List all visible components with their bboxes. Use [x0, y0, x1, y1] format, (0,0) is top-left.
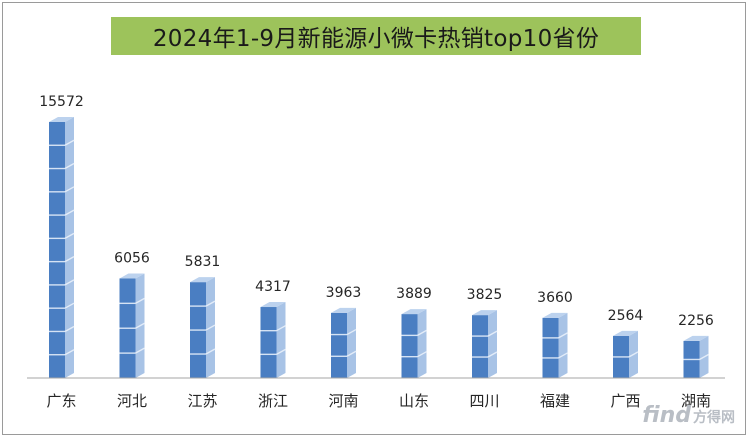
cube-seam: [64, 279, 75, 286]
data-label: 6056: [114, 250, 150, 266]
cube-seam: [628, 351, 639, 358]
bar-front-face: [49, 122, 65, 378]
cube-seam: [64, 302, 75, 309]
bar-1: [49, 117, 75, 378]
watermark-text: 方得网: [693, 410, 735, 426]
bar-side-face: [276, 302, 286, 378]
bar-front-face: [260, 307, 277, 378]
category-label: 四川: [469, 392, 499, 410]
data-label: 3660: [537, 290, 573, 306]
category-label: 山东: [399, 392, 429, 410]
data-label: 2564: [608, 308, 644, 324]
cube-seam: [276, 348, 286, 355]
cube-seam: [64, 325, 75, 333]
bar-side-face: [65, 117, 74, 378]
bars-layer: [49, 117, 709, 378]
cube-seam: [135, 322, 145, 329]
chart-title-banner: 2024年1-9月新能源小微卡热销top10省份: [111, 17, 641, 55]
cube-seam: [276, 325, 286, 332]
data-label: 3889: [396, 286, 432, 302]
cube-seam: [346, 350, 357, 357]
watermark-logo: find: [642, 403, 691, 428]
category-label: 浙江: [258, 392, 288, 410]
cube-seam: [64, 256, 75, 263]
data-label: 4317: [255, 279, 291, 295]
cube-seam: [64, 232, 75, 239]
cube-seam: [135, 347, 145, 354]
bar-front-face: [331, 312, 347, 378]
cube-seam: [205, 348, 216, 355]
data-label: 15572: [39, 94, 84, 110]
bar-top-face: [683, 335, 709, 341]
bar-side-face: [347, 307, 356, 378]
cube-seam: [346, 328, 357, 336]
bar-10: [683, 335, 709, 378]
labels-layer: 15572 广东 6056 河北 5831 江苏 4317 浙江 3963 河南 3889 山东 382…: [39, 94, 714, 410]
bar-top-face: [613, 330, 638, 336]
data-label: 3825: [467, 287, 503, 303]
cube-seam: [64, 349, 75, 356]
cube-seam: [64, 186, 75, 193]
bar-6: [401, 309, 427, 378]
cube-seam: [64, 162, 75, 170]
category-label: 湖南: [681, 392, 711, 410]
bar-side-face: [558, 312, 568, 378]
cube-seam: [417, 351, 427, 358]
bar-top-face: [190, 277, 215, 283]
bar-front-face: [542, 317, 559, 378]
category-label: 广东: [46, 392, 76, 410]
data-label: 2256: [678, 313, 714, 329]
bar-top-face: [331, 307, 356, 313]
bar-front-face: [401, 314, 418, 378]
bar-top-face: [119, 273, 145, 279]
category-label: 广西: [610, 392, 640, 410]
bar-3: [190, 277, 216, 378]
bar-front-face: [472, 315, 488, 378]
cube-seam: [64, 209, 75, 216]
bar-top-face: [260, 302, 286, 308]
bar-top-face: [49, 117, 74, 122]
bar-top-face: [401, 309, 427, 315]
watermark: find 方得网: [642, 403, 735, 428]
bar-top-face: [472, 310, 497, 316]
data-label: 5831: [185, 254, 221, 270]
bar-5: [331, 307, 357, 378]
cube-seam: [487, 351, 498, 358]
category-label: 河北: [117, 392, 147, 410]
bar-9: [613, 330, 639, 378]
cube-seam: [205, 300, 216, 307]
chart-frame: 2024年1-9月新能源小微卡热销top10省份 15572 广东 6056 河北 58…: [2, 2, 746, 435]
cube-seam: [558, 332, 568, 339]
bar-chart: 15572 广东 6056 河北 5831 江苏 4317 浙江 3963 河南 3889 山东 382…: [27, 94, 725, 410]
category-label: 河南: [328, 392, 358, 410]
bar-2: [119, 273, 145, 378]
cube-seam: [64, 139, 75, 146]
cube-seam: [487, 330, 498, 337]
bar-side-face: [417, 309, 427, 378]
category-label: 江苏: [187, 392, 217, 410]
bar-8: [542, 312, 568, 378]
bar-7: [472, 310, 498, 378]
bar-top-face: [542, 312, 568, 318]
chart-title: 2024年1-9月新能源小微卡热销top10省份: [152, 26, 600, 52]
bar-4: [260, 302, 286, 378]
cube-seam: [558, 352, 568, 359]
cube-seam: [699, 353, 709, 361]
cube-seam: [135, 297, 145, 304]
category-label: 福建: [540, 392, 570, 410]
cube-seam: [205, 324, 216, 331]
cube-seam: [417, 329, 427, 336]
bar-side-face: [488, 310, 497, 378]
data-label: 3963: [326, 285, 362, 301]
